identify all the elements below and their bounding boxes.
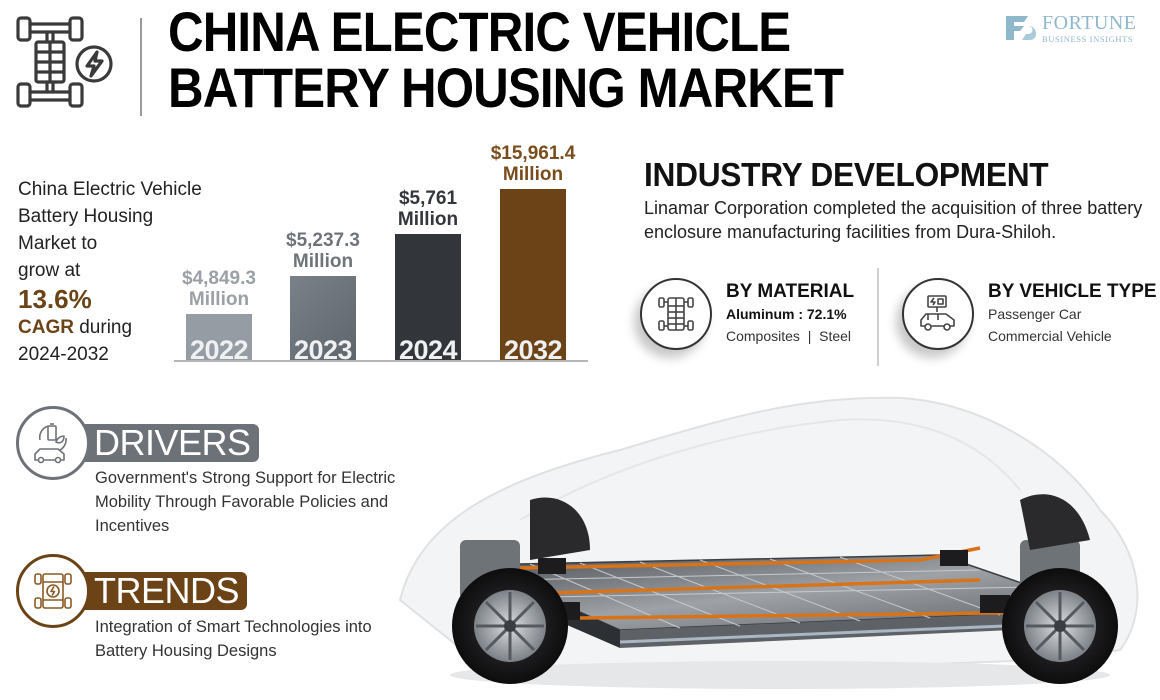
ev-chassis-image [398, 396, 1139, 689]
segment-by-material: BY MATERIAL Aluminum : 72.1% Composites … [640, 278, 854, 350]
vehicle-type-item: Passenger Car [988, 306, 1082, 322]
trends-badge [16, 554, 90, 628]
logo-subtitle: BUSINESS INSIGHTS [1042, 33, 1134, 44]
bar-2023: $5,237.3 Million 2023 [286, 230, 360, 360]
smart-chassis-icon [34, 573, 72, 609]
drivers-badge [16, 406, 90, 480]
bar-2024: $5,761 Million 2024 [395, 188, 461, 360]
cagr-label: CAGR [18, 317, 74, 338]
car-charging-icon [920, 295, 955, 331]
segment-by-vehicle-type: BY VEHICLE TYPE Passenger Car Commercial… [902, 278, 1157, 350]
market-summary: China Electric Vehicle Battery Housing M… [18, 176, 202, 368]
drivers-header: DRIVERS [16, 406, 259, 480]
fortune-logo: FORTUNE BUSINESS INSIGHTS [1004, 10, 1154, 46]
forecast-period: 2024-2032 [18, 344, 109, 365]
page-title: CHINA ELECTRIC VEHICLE BATTERY HOUSING M… [168, 0, 844, 119]
trends-text: Integration of Smart Technologies into B… [95, 618, 372, 660]
bar-2022: $4,849.3 Million 2022 [182, 268, 256, 360]
material-others: Composites | Steel [726, 328, 852, 344]
fortune-logo-icon [1006, 16, 1036, 40]
trends-header: TRENDS [16, 554, 248, 628]
logo-name: FORTUNE [1042, 11, 1137, 34]
segment-vehicle-badge [902, 278, 974, 350]
material-highlight: Aluminum : 72.1% [726, 306, 847, 322]
eco-car-battery-icon [34, 423, 67, 464]
industry-development-title: INDUSTRY DEVELOPMENT [644, 156, 1049, 193]
vehicle-type-item: Commercial Vehicle [988, 328, 1112, 344]
trends-label: TRENDS [84, 570, 248, 611]
segment-divider [877, 268, 879, 366]
chart-baseline [174, 360, 588, 362]
bar-2032: $15,961.4 Million 2032 [490, 143, 576, 360]
ev-chassis-lightning-icon [16, 16, 113, 108]
industry-development-text: Linamar Corporation completed the acquis… [644, 198, 1143, 242]
header-divider [140, 18, 142, 116]
drivers-label: DRIVERS [84, 422, 259, 463]
drivers-text: Government's Strong Support for Electric… [95, 469, 396, 535]
cagr-value: 13.6% [18, 284, 92, 314]
market-size-bar-chart: $4,849.3 Million 2022 $5,237.3 Million 2… [174, 130, 588, 362]
battery-chassis-icon [658, 297, 694, 331]
segment-material-badge [640, 278, 712, 350]
